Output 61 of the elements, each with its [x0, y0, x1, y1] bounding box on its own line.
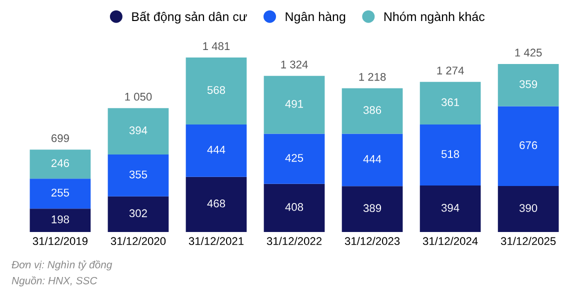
bar — [342, 88, 403, 134]
bar — [108, 196, 169, 232]
data-label: 518 — [441, 150, 460, 158]
x-tick-label: 31/12/2022 — [266, 236, 322, 246]
bar — [186, 176, 247, 232]
bar — [498, 106, 559, 186]
data-label: 198 — [52, 215, 70, 224]
data-label: 491 — [285, 100, 303, 108]
bar — [186, 57, 247, 124]
total-label: 1 324 — [281, 60, 308, 68]
bar — [498, 186, 559, 232]
data-label: 394 — [441, 204, 460, 212]
bar — [420, 124, 481, 186]
bar — [420, 186, 481, 232]
bar — [264, 134, 325, 184]
text: Nguồn: HNX, SSC — [12, 276, 98, 286]
bar — [498, 64, 559, 106]
data-label: 389 — [363, 204, 382, 212]
data-label: 255 — [52, 188, 70, 197]
data-label: 386 — [363, 106, 382, 114]
bar — [342, 186, 403, 232]
x-tick-label: 31/12/2021 — [188, 236, 244, 246]
data-label: 361 — [441, 98, 460, 106]
bar — [108, 154, 169, 196]
data-label: 394 — [129, 126, 148, 134]
data-label: 359 — [519, 80, 538, 88]
data-label: 408 — [285, 203, 304, 211]
data-label: 246 — [52, 159, 69, 168]
bar — [264, 76, 325, 134]
bar — [30, 208, 91, 232]
text: Đơn vị: Nghìn tỷ đồng — [12, 260, 112, 270]
data-label: 444 — [207, 146, 226, 154]
bar — [264, 184, 325, 232]
x-tick-label: 31/12/2024 — [422, 236, 478, 246]
legend-label: Nhóm ngành khác — [384, 12, 485, 24]
legend-label: Ngân hàng — [286, 12, 346, 24]
x-tick-label: 31/12/2020 — [110, 236, 166, 246]
total-label: 1 050 — [125, 92, 152, 101]
bar — [186, 124, 247, 177]
data-label: 568 — [207, 86, 226, 94]
total-label: 1 481 — [203, 42, 230, 50]
total-label: 1 425 — [515, 48, 542, 57]
bar — [30, 150, 91, 179]
bar — [108, 108, 169, 155]
data-label: 425 — [285, 154, 304, 162]
data-label: 444 — [363, 155, 382, 163]
total-label: 699 — [52, 134, 69, 142]
bar — [30, 178, 91, 209]
legend-label: Bất động sản dân cư — [132, 11, 247, 24]
bar — [420, 82, 481, 124]
data-label: 390 — [519, 204, 538, 212]
total-label: 1 218 — [359, 72, 386, 81]
data-label: 676 — [520, 141, 538, 150]
x-tick-label: 31/12/2023 — [344, 236, 400, 246]
data-label: 355 — [129, 170, 148, 178]
total-label: 1 274 — [437, 66, 464, 74]
x-tick-label: 31/12/2025 — [500, 236, 556, 246]
data-label: 302 — [129, 209, 147, 218]
bar — [342, 134, 403, 186]
x-tick-label: 31/12/2019 — [32, 236, 88, 246]
data-label: 468 — [207, 200, 226, 208]
